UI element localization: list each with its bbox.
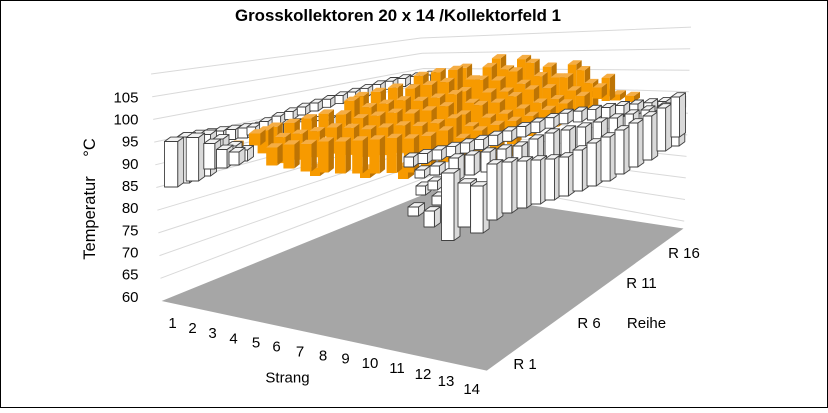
svg-text:2: 2 (188, 320, 196, 337)
svg-text:105: 105 (113, 89, 138, 106)
svg-text:95: 95 (122, 134, 139, 151)
svg-text:6: 6 (272, 339, 280, 356)
svg-text:90: 90 (122, 156, 139, 173)
svg-text:75: 75 (122, 222, 139, 239)
svg-text:60: 60 (122, 289, 139, 306)
svg-text:70: 70 (122, 245, 139, 262)
svg-text:R 6: R 6 (577, 315, 600, 332)
svg-text:Strang: Strang (265, 370, 309, 387)
svg-text:10: 10 (362, 355, 379, 372)
svg-text:80: 80 (122, 200, 139, 217)
svg-text:Grosskollektoren 20 x 14 /Koll: Grosskollektoren 20 x 14 /Kollektorfeld … (235, 6, 561, 25)
svg-text:Reihe: Reihe (627, 315, 666, 332)
svg-text:R 11: R 11 (626, 275, 657, 292)
svg-text:9: 9 (341, 351, 349, 368)
svg-text:R 16: R 16 (668, 245, 700, 262)
svg-text:11: 11 (389, 360, 405, 377)
svg-text:1: 1 (168, 315, 176, 332)
svg-text:12: 12 (415, 366, 432, 383)
svg-text:5: 5 (252, 334, 260, 351)
svg-text:8: 8 (319, 348, 327, 365)
svg-text:4: 4 (229, 330, 237, 347)
svg-text:Temperatur: Temperatur (81, 176, 99, 260)
svg-text:3: 3 (208, 325, 216, 342)
svg-text:13: 13 (438, 373, 455, 390)
svg-text:7: 7 (296, 344, 304, 361)
svg-text:14: 14 (463, 381, 480, 398)
svg-text:85: 85 (122, 178, 139, 195)
svg-text:°C: °C (81, 138, 99, 157)
svg-text:R 1: R 1 (513, 356, 536, 373)
svg-text:65: 65 (122, 267, 139, 284)
svg-text:100: 100 (113, 112, 138, 129)
